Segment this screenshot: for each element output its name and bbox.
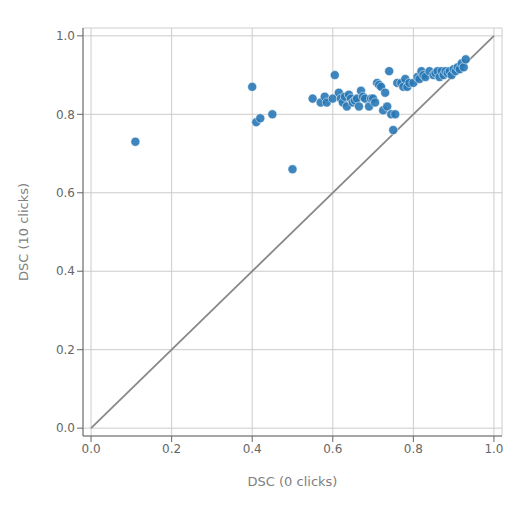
svg-text:0.2: 0.2 [56,343,75,357]
svg-text:1.0: 1.0 [484,442,503,456]
svg-text:0.4: 0.4 [56,264,75,278]
svg-text:0.0: 0.0 [56,421,75,435]
svg-text:0.6: 0.6 [56,186,75,200]
svg-text:0.6: 0.6 [323,442,342,456]
svg-text:0.4: 0.4 [243,442,262,456]
svg-text:0.2: 0.2 [162,442,181,456]
svg-text:DSC (10 clicks): DSC (10 clicks) [16,183,31,281]
svg-text:0.8: 0.8 [404,442,423,456]
svg-text:0.0: 0.0 [82,442,101,456]
svg-text:DSC (0 clicks): DSC (0 clicks) [248,474,338,489]
svg-text:1.0: 1.0 [56,29,75,43]
svg-text:0.8: 0.8 [56,108,75,122]
